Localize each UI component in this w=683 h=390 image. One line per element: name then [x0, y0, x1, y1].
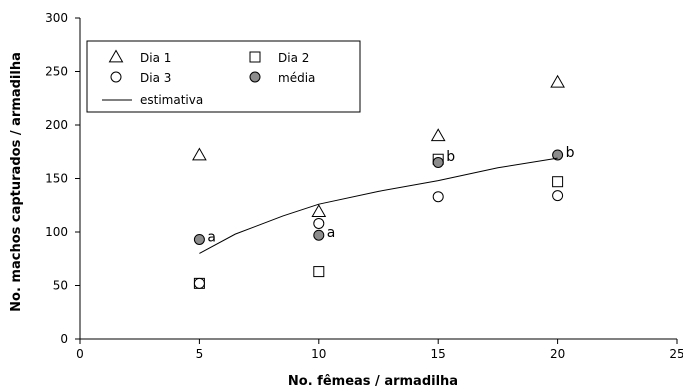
- y-tick-label: 0: [60, 332, 68, 346]
- data-point: [193, 277, 205, 289]
- annotation-label: b: [446, 149, 455, 165]
- legend-item: Dia 2: [249, 51, 309, 65]
- legend-marker: [110, 71, 122, 83]
- y-axis: 0 50 100 150 200 250 300: [45, 11, 80, 346]
- legend-item: média: [249, 71, 315, 85]
- estimate-line: [199, 157, 558, 254]
- legend-item: estimativa: [102, 93, 203, 107]
- x-tick-label: 20: [550, 347, 565, 361]
- legend: Dia 1 Dia 2 Dia 3 média estimativa: [86, 40, 361, 113]
- data-point: [432, 156, 444, 168]
- y-tick-label: 150: [45, 172, 68, 186]
- series-mdia: [193, 149, 564, 245]
- x-tick-label: 15: [431, 347, 446, 361]
- y-tick-label: 100: [45, 225, 68, 239]
- data-point: [313, 217, 325, 229]
- annotation-label: a: [327, 225, 336, 241]
- series-layer: [192, 74, 565, 289]
- legend-item: Dia 3: [110, 71, 171, 85]
- legend-marker: [108, 49, 124, 63]
- series-estimativa: [199, 157, 558, 254]
- series-dia-3: [193, 190, 564, 289]
- legend-item: Dia 1: [108, 49, 171, 65]
- data-point: [311, 204, 327, 218]
- y-tick-label: 50: [53, 279, 68, 293]
- data-point: [430, 128, 446, 142]
- series-dia-1: [192, 74, 565, 218]
- x-axis: 0 5 10 15 20 25: [76, 339, 683, 361]
- data-point: [552, 176, 564, 188]
- legend-marker: [249, 51, 261, 63]
- legend-label: Dia 1: [140, 51, 171, 65]
- x-tick-label: 0: [76, 347, 84, 361]
- legend-box: [86, 40, 361, 113]
- legend-label: Dia 2: [278, 51, 309, 65]
- x-axis-title: No. fêmeas / armadilha: [288, 374, 458, 389]
- data-point: [550, 74, 565, 88]
- data-point: [552, 190, 564, 202]
- legend-label: Dia 3: [140, 71, 171, 85]
- y-tick-label: 250: [45, 65, 68, 79]
- data-point: [193, 233, 205, 245]
- annotation-layer: a a b b: [207, 145, 574, 246]
- series-dia-2: [193, 153, 564, 289]
- data-point: [552, 149, 564, 161]
- data-point: [313, 229, 325, 241]
- legend-label: estimativa: [140, 93, 203, 107]
- data-point: [192, 147, 207, 161]
- annotation-label: a: [207, 229, 216, 245]
- annotation-label: b: [566, 145, 575, 161]
- legend-label: média: [278, 71, 315, 85]
- y-tick-label: 300: [45, 11, 68, 25]
- y-axis-title: No. machos capturados / armadilha: [9, 52, 24, 312]
- x-tick-label: 5: [196, 347, 204, 361]
- data-point: [313, 266, 325, 278]
- data-point: [432, 191, 444, 203]
- legend-marker: [249, 71, 261, 83]
- x-tick-label: 10: [311, 347, 326, 361]
- y-tick-label: 200: [45, 118, 68, 132]
- x-tick-label: 25: [669, 347, 683, 361]
